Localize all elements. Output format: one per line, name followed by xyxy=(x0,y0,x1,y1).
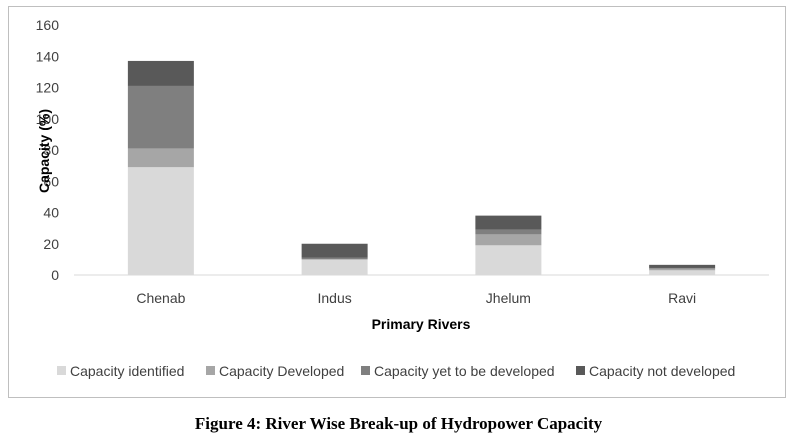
bar-ravi-series-3 xyxy=(649,264,716,268)
bar-indus-series-3 xyxy=(301,243,368,258)
legend-label: Capacity not developed xyxy=(589,363,735,379)
bar-indus-series-2 xyxy=(301,257,368,260)
bar-chenab-series-0 xyxy=(127,167,194,275)
bar-chenab-series-1 xyxy=(127,148,194,168)
figure-caption: Figure 4: River Wise Break-up of Hydropo… xyxy=(194,414,603,433)
bar-chenab-series-3 xyxy=(127,60,194,86)
y-tick-label: 40 xyxy=(43,205,59,221)
bar-ravi-series-1 xyxy=(649,268,716,271)
x-axis-title: Primary Rivers xyxy=(372,316,471,332)
x-tick-label: Indus xyxy=(318,290,352,306)
bar-jhelum-series-0 xyxy=(475,245,542,275)
legend-swatch xyxy=(361,366,370,375)
chart-frame: 0 20 40 60 80 100 120 140 160 Chenab Indus Jhelum R… xyxy=(8,6,786,398)
bar-ravi-series-0 xyxy=(649,270,716,275)
x-tick-label: Ravi xyxy=(668,290,696,306)
y-tick-label: 160 xyxy=(36,17,60,33)
bar-chenab-series-2 xyxy=(127,85,194,149)
bar-jhelum-series-3 xyxy=(475,215,542,230)
bar-jhelum-series-2 xyxy=(475,229,542,235)
y-tick-label: 0 xyxy=(51,267,59,283)
x-axis-ticks: Chenab Indus Jhelum Ravi xyxy=(136,290,696,306)
y-tick-label: 80 xyxy=(43,142,59,158)
legend: Capacity identified Capacity Developed Cap… xyxy=(57,363,735,379)
bar-ravi-series-2 xyxy=(649,267,716,269)
bars xyxy=(127,60,716,275)
legend-label: Capacity yet to be developed xyxy=(374,363,555,379)
legend-swatch xyxy=(206,366,215,375)
y-tick-label: 20 xyxy=(43,236,59,252)
y-axis-ticks: 0 20 40 60 80 100 120 140 160 xyxy=(36,17,60,283)
bar-indus-series-0 xyxy=(301,259,368,275)
y-axis-title: Capacity (%) xyxy=(36,109,52,193)
y-tick-label: 140 xyxy=(36,48,60,64)
y-tick-label: 120 xyxy=(36,80,60,96)
legend-swatch xyxy=(57,366,66,375)
legend-label: Capacity identified xyxy=(70,363,184,379)
x-tick-label: Jhelum xyxy=(486,290,531,306)
legend-label: Capacity Developed xyxy=(219,363,344,379)
x-tick-label: Chenab xyxy=(136,290,185,306)
legend-swatch xyxy=(576,366,585,375)
stacked-bar-chart: 0 20 40 60 80 100 120 140 160 Chenab Indus Jhelum R… xyxy=(36,17,769,379)
bar-jhelum-series-1 xyxy=(475,234,542,246)
y-tick-label: 100 xyxy=(36,111,60,127)
y-tick-label: 60 xyxy=(43,173,59,189)
